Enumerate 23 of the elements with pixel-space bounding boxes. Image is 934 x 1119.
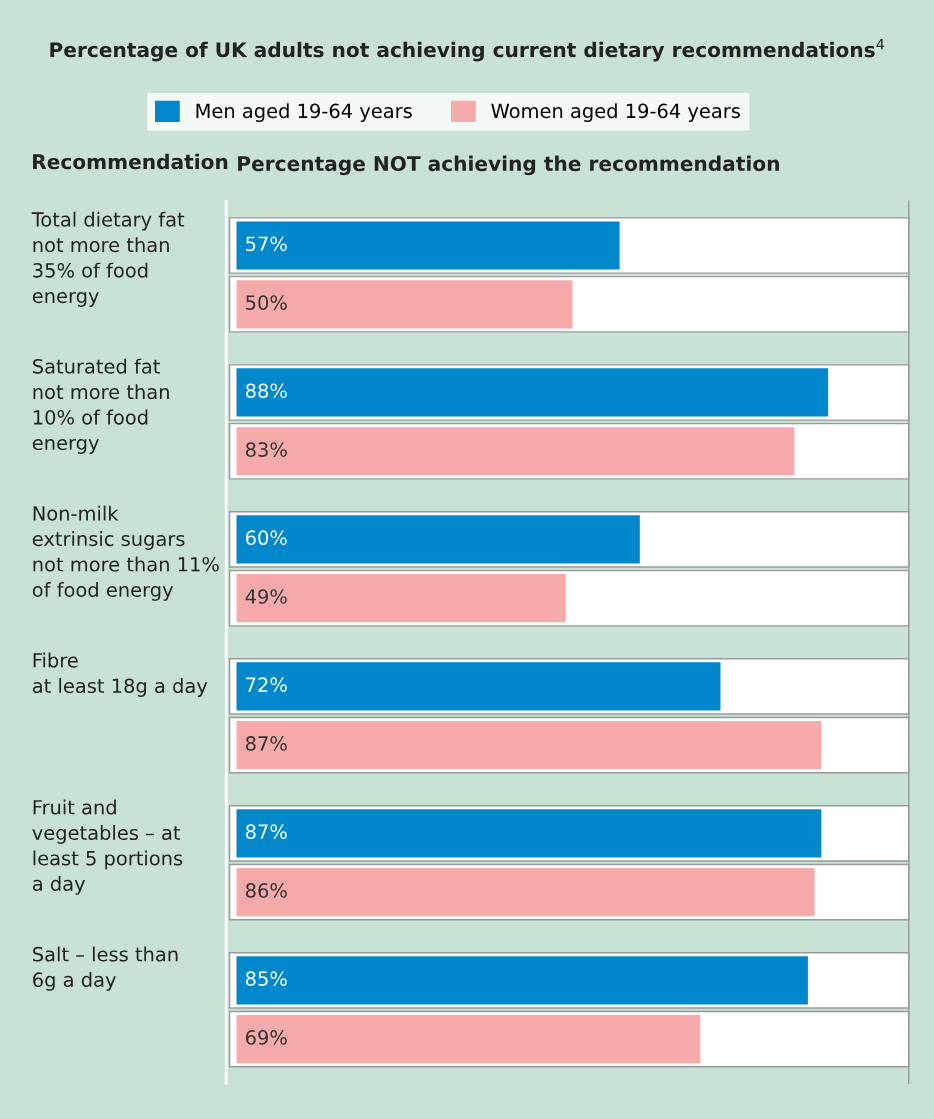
y-tick-label: Saturated fat not more than 10% of food energy (32, 358, 169, 454)
data-label: 87% (245, 736, 287, 751)
chart-title: Percentage of UK adults not achieving current dietary recommendations$^{4}$ (50, 39, 885, 62)
x-axis-title: Percentage NOT achieving the recommendation (238, 155, 779, 176)
data-label: 72% (246, 677, 287, 693)
y-tick-label: Fibre at least 18g a day (32, 652, 208, 697)
legend-label: Women aged 19-64 years (491, 103, 740, 122)
data-label: 57% (246, 236, 287, 252)
data-label: 69% (245, 1030, 287, 1045)
data-label: 60% (245, 530, 287, 546)
y-tick-label: Fruit and vegetables – at least 5 portions a day (32, 799, 183, 895)
data-label: 49% (245, 589, 287, 604)
legend-label: Men aged 19-64 years (196, 103, 412, 122)
data-label: 88% (245, 383, 287, 399)
data-label: 85% (245, 971, 287, 986)
y-tick-label: Non-milk extrinsic sugars not more than 11% of food energy (32, 505, 219, 601)
data-label: 86% (245, 883, 287, 898)
y-tick-label: Salt – less than 6g a day (33, 946, 178, 991)
data-label: 87% (245, 824, 287, 839)
y-axis-title: Recommendation (33, 153, 228, 170)
data-label: 83% (245, 442, 287, 457)
data-label: 50% (246, 295, 287, 310)
y-tick-label: Total dietary fat not more than 35% of food energy (31, 211, 185, 307)
